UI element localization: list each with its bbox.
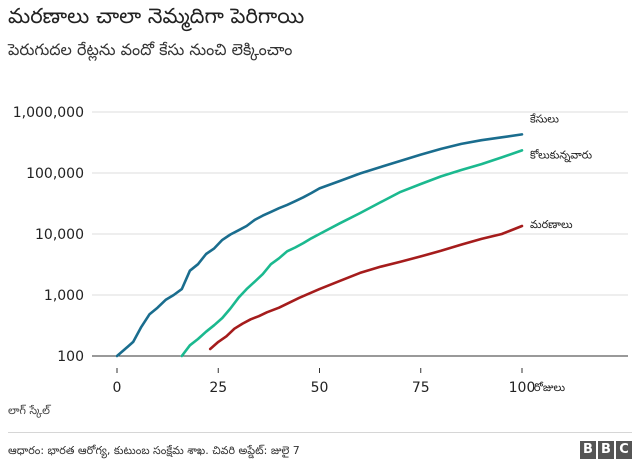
bbc-logo-letter: B [580, 441, 596, 459]
x-tick-label: 25 [209, 380, 227, 396]
series-line [180, 149, 524, 358]
series-line [208, 224, 524, 351]
series-label: కేసులు [530, 112, 559, 125]
series-labels: కేసులు కోలుకున్నవారు మరణాలు [530, 112, 592, 231]
bbc-logo-letter: C [616, 441, 632, 459]
grid-lines [92, 111, 628, 357]
chart-title: మరణాలు చాలా నెమ్మదిగా పెరిగాయి [8, 4, 305, 28]
x-tick-label: 50 [311, 380, 329, 396]
y-tick-label: 10,000 [35, 227, 84, 243]
log-scale-note: లాగ్ స్కేల్ [8, 404, 50, 417]
bbc-logo-letter: B [598, 441, 614, 459]
x-tick-label: 100 [509, 380, 536, 396]
y-tick-label: 1,000 [44, 288, 84, 304]
series-label: కోలుకున్నవారు [530, 148, 592, 162]
x-tick-label: 75 [412, 380, 430, 396]
x-axis-label: రోజులు [534, 381, 565, 394]
footer-divider [8, 432, 632, 433]
series-line [115, 133, 524, 358]
y-tick-label: 100,000 [26, 166, 84, 182]
y-axis-ticks: 100 1,000 10,000 100,000 1,000,000 [13, 105, 84, 365]
y-tick-label: 100 [57, 349, 84, 365]
y-tick-label: 1,000,000 [13, 105, 84, 121]
x-tick-label: 0 [113, 380, 122, 396]
series-label: మరణాలు [530, 218, 573, 231]
chart-subtitle: పెరుగుదల రేట్లను వందో కేసు నుంచి లెక్కిం… [8, 40, 293, 59]
bbc-logo: B B C [580, 441, 632, 459]
source-note: ఆధారం: భారత ఆరోగ్య, కుటుంబ సంక్షేమ శాఖ. … [8, 444, 300, 457]
line-chart: 100 1,000 10,000 100,000 1,000,000 0 25 50 75 10… [13, 105, 628, 396]
series-lines [115, 133, 524, 358]
